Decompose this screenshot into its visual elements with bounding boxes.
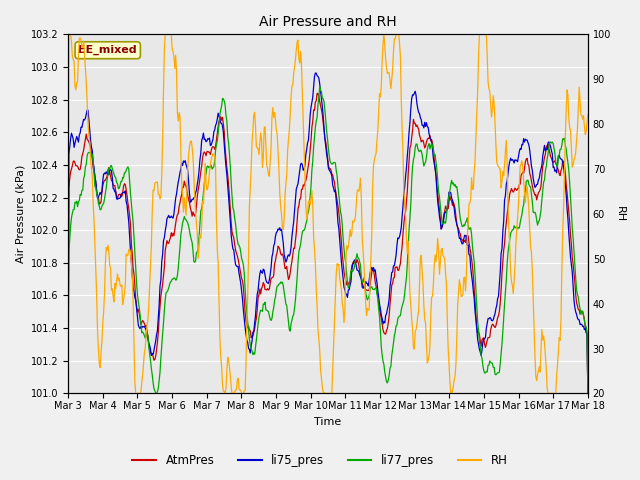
Text: EE_mixed: EE_mixed — [79, 45, 137, 55]
Legend: AtmPres, li75_pres, li77_pres, RH: AtmPres, li75_pres, li77_pres, RH — [128, 449, 512, 472]
Y-axis label: RH: RH — [615, 206, 625, 222]
Title: Air Pressure and RH: Air Pressure and RH — [259, 15, 397, 29]
Y-axis label: Air Pressure (kPa): Air Pressure (kPa) — [15, 165, 25, 263]
X-axis label: Time: Time — [314, 417, 342, 427]
